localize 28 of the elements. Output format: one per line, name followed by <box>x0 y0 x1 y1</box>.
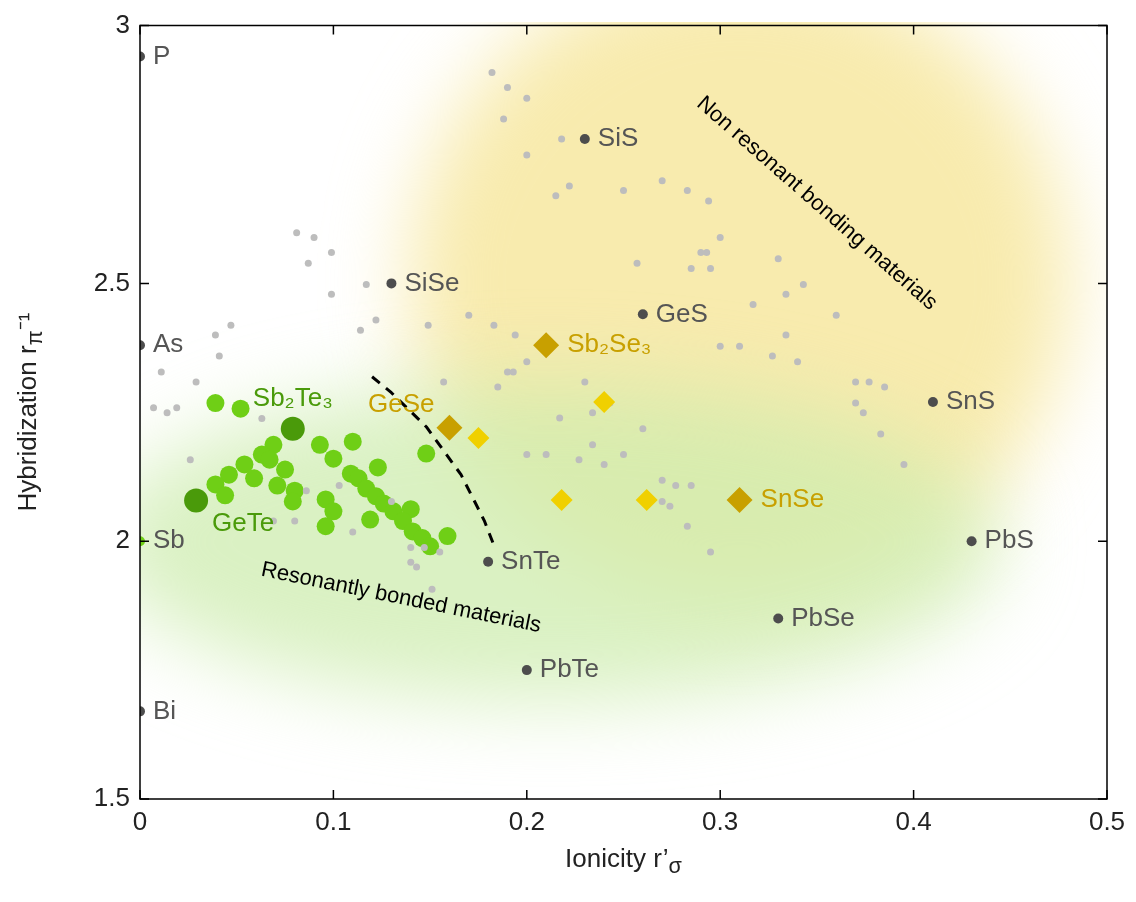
data-label: SnSe <box>760 483 825 514</box>
x-tick-label: 0.5 <box>1088 805 1126 836</box>
y-tick-label: 3 <box>115 8 130 39</box>
x-tick-label: 0.4 <box>895 805 932 836</box>
x-axis-title: Ionicity r’$_{σ}$ <box>565 843 682 880</box>
y-tick-label: 2.5 <box>93 266 130 297</box>
data-label: As <box>153 328 184 359</box>
data-label: Sb₂Te₃ <box>252 381 333 412</box>
data-label: SiS <box>597 122 639 153</box>
x-tick-label: 0.1 <box>315 805 352 836</box>
y-tick-label: 1.5 <box>93 782 130 813</box>
x-tick-label: 0.2 <box>508 805 545 836</box>
data-label: PbTe <box>539 653 600 684</box>
x-tick-label: 0 <box>132 805 148 836</box>
data-label: GeTe <box>212 507 275 538</box>
data-label: SnTe <box>501 545 561 575</box>
data-label: GeSe <box>367 387 435 418</box>
data-label: Sb₂Se₃ <box>567 328 652 359</box>
y-tick-label: 2 <box>115 524 130 555</box>
data-label: PbS <box>984 524 1034 555</box>
data-label: SiSe <box>404 266 460 297</box>
data-label: P <box>153 39 171 70</box>
data-label: Bi <box>153 694 177 725</box>
data-label: SnS <box>945 385 996 416</box>
data-label: Sb <box>153 524 185 555</box>
data-label: GeS <box>655 297 708 328</box>
x-tick-label: 0.3 <box>702 805 739 836</box>
data-label: PbSe <box>791 601 855 632</box>
